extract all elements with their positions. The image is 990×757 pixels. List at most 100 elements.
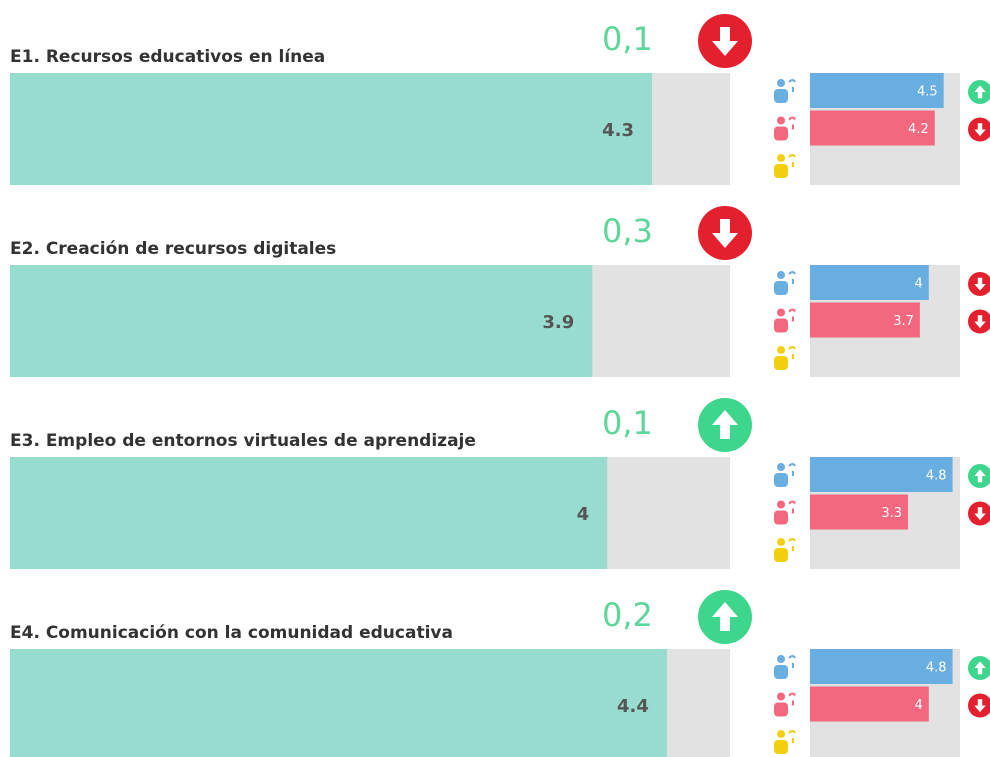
person-icon bbox=[774, 346, 796, 370]
spark bbox=[788, 116, 796, 130]
person-icon bbox=[774, 79, 796, 103]
spark bbox=[788, 308, 796, 322]
score-label: 4 bbox=[577, 504, 590, 525]
spark bbox=[788, 538, 796, 551]
head bbox=[777, 271, 785, 279]
group-bar bbox=[810, 686, 929, 722]
head bbox=[777, 308, 785, 317]
arrow-icon bbox=[712, 410, 738, 439]
score-bar bbox=[10, 457, 608, 569]
group-label: 4.8 bbox=[926, 469, 947, 484]
group-label: 4 bbox=[915, 698, 923, 713]
arrow-icon bbox=[974, 85, 986, 99]
person-icon bbox=[774, 308, 796, 333]
head bbox=[777, 463, 785, 471]
section-title: E1. Recursos educativos en línea bbox=[10, 47, 325, 67]
group-bar bbox=[810, 110, 935, 146]
score-bar bbox=[10, 73, 652, 185]
head bbox=[777, 346, 785, 354]
group-bar bbox=[810, 494, 909, 530]
group-trend-arrow bbox=[968, 501, 990, 526]
body bbox=[774, 740, 788, 754]
arrow-icon bbox=[974, 469, 986, 483]
head bbox=[777, 538, 785, 546]
score-label: 3.9 bbox=[542, 312, 574, 333]
person-icon bbox=[774, 655, 796, 679]
group-trend-arrow bbox=[968, 272, 990, 296]
head bbox=[777, 154, 785, 162]
section-title: E2. Creación de recursos digitales bbox=[10, 239, 336, 259]
spark bbox=[788, 463, 796, 476]
change-value: 0,3 bbox=[602, 212, 653, 250]
change-value: 0,1 bbox=[602, 20, 653, 58]
body bbox=[774, 126, 788, 141]
head bbox=[777, 692, 785, 701]
group-bar bbox=[810, 649, 953, 684]
person-icon bbox=[774, 271, 796, 295]
spark bbox=[788, 500, 796, 514]
group-label: 3.7 bbox=[893, 314, 914, 329]
change-value: 0,1 bbox=[602, 404, 653, 442]
spark bbox=[788, 154, 796, 167]
head bbox=[777, 116, 785, 125]
section-title: E3. Empleo de entornos virtuales de apre… bbox=[10, 431, 476, 451]
group-trend-arrow bbox=[968, 464, 990, 488]
body bbox=[774, 548, 788, 562]
section-title: E4. Comunicación con la comunidad educat… bbox=[10, 623, 453, 643]
head bbox=[777, 655, 785, 663]
change-value: 0,2 bbox=[602, 596, 653, 634]
spark bbox=[788, 730, 796, 743]
score-label: 4.4 bbox=[617, 696, 649, 717]
person-icon bbox=[774, 116, 796, 141]
score-bar bbox=[10, 649, 667, 757]
body bbox=[774, 164, 788, 178]
body bbox=[774, 356, 788, 370]
body bbox=[774, 702, 788, 717]
group-bar bbox=[810, 73, 944, 108]
spark bbox=[788, 79, 796, 92]
arrow-icon bbox=[974, 699, 986, 713]
spark bbox=[788, 692, 796, 706]
group-label: 4.8 bbox=[926, 661, 947, 676]
person-icon bbox=[774, 500, 796, 525]
trend-arrow bbox=[698, 206, 752, 260]
person-icon bbox=[774, 538, 796, 562]
spark bbox=[788, 346, 796, 359]
head bbox=[777, 79, 785, 87]
score-bar bbox=[10, 265, 593, 377]
group-label: 4.2 bbox=[908, 122, 929, 137]
spark bbox=[788, 271, 796, 284]
spark bbox=[788, 655, 796, 668]
body bbox=[774, 473, 788, 487]
arrow-icon bbox=[974, 315, 986, 329]
person-icon bbox=[774, 463, 796, 487]
arrow-icon bbox=[712, 27, 738, 56]
body bbox=[774, 665, 788, 679]
head bbox=[777, 730, 785, 738]
trend-arrow bbox=[698, 590, 752, 644]
arrow-icon bbox=[974, 661, 986, 675]
score-label: 4.3 bbox=[602, 120, 634, 141]
group-bar bbox=[810, 265, 929, 300]
arrow-icon bbox=[712, 602, 738, 631]
group-trend-arrow bbox=[968, 80, 990, 104]
arrow-icon bbox=[974, 277, 986, 291]
body bbox=[774, 510, 788, 525]
arrow-icon bbox=[974, 123, 986, 137]
body bbox=[774, 318, 788, 333]
group-trend-arrow bbox=[968, 117, 990, 142]
body bbox=[774, 281, 788, 295]
trend-arrow bbox=[698, 14, 752, 68]
trend-arrow bbox=[698, 398, 752, 452]
person-icon bbox=[774, 730, 796, 754]
body bbox=[774, 89, 788, 103]
arrow-icon bbox=[712, 219, 738, 248]
head bbox=[777, 500, 785, 509]
group-label: 4 bbox=[915, 277, 923, 292]
arrow-icon bbox=[974, 507, 986, 521]
group-bar bbox=[810, 457, 953, 492]
group-label: 4.5 bbox=[917, 85, 938, 100]
group-label: 3.3 bbox=[881, 506, 902, 521]
group-trend-arrow bbox=[968, 656, 990, 680]
